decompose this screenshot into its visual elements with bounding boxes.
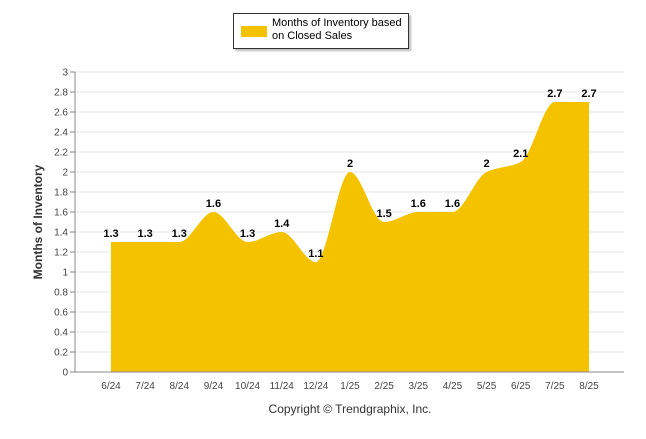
label-layer: 1.3 1.3 1.3 1.6 1.3 1.4 1.1 2 1.5 1.6 1.6 2 2.1 2.7 2.… (103, 88, 596, 260)
data-label: 2.7 (547, 88, 562, 100)
data-label: 1.3 (103, 228, 118, 240)
x-tick-label: 7/25 (545, 381, 565, 392)
y-tick-label: 1.8 (54, 188, 68, 199)
data-label: 1.3 (172, 228, 187, 240)
x-tick-label: 1/25 (340, 381, 360, 392)
data-label: 1.5 (376, 208, 391, 220)
y-tick-label: 0 (62, 368, 68, 379)
x-tick-label: 9/24 (204, 381, 224, 392)
y-tick-label: 0.6 (54, 308, 68, 319)
data-label: 2.7 (581, 88, 596, 100)
x-tick-label: 6/25 (511, 381, 531, 392)
x-tick-label: 12/24 (303, 381, 328, 392)
x-tick-label: 11/24 (270, 381, 295, 392)
x-tick-label: 5/25 (477, 381, 497, 392)
y-tick-label: 0.2 (54, 348, 68, 359)
data-label: 1.6 (411, 198, 426, 210)
y-tick-label: 0.4 (54, 328, 68, 339)
x-tick-label: 3/25 (409, 381, 429, 392)
data-label: 1.3 (240, 228, 255, 240)
x-tick-label: 4/25 (443, 381, 463, 392)
x-tick-label: 6/24 (101, 381, 121, 392)
y-tick-label: 2.2 (54, 148, 68, 159)
copyright-text: Copyright © Trendgraphix, Inc. (268, 402, 432, 416)
y-tick-label: 1.4 (54, 228, 68, 239)
area-series (111, 102, 589, 372)
y-tick-label: 2 (62, 168, 68, 179)
data-label: 2.1 (513, 148, 528, 160)
y-tick-label: 1.6 (54, 208, 68, 219)
data-label: 1.3 (137, 228, 152, 240)
y-tick-label: 3 (62, 68, 68, 79)
y-tick-label: 0.8 (54, 288, 68, 299)
y-tick-label: 1 (62, 268, 68, 279)
data-label: 1.1 (308, 248, 323, 260)
data-label: 2 (484, 158, 490, 170)
data-label: 1.6 (445, 198, 460, 210)
y-tick-label: 2.6 (54, 108, 68, 119)
data-label: 1.4 (274, 218, 290, 230)
x-tick-label: 2/25 (374, 381, 394, 392)
legend: Months of Inventory based on Closed Sale… (233, 13, 409, 49)
legend-label: Months of Inventory based on Closed Sale… (272, 17, 402, 42)
y-axis-title: Months of Inventory (31, 164, 45, 279)
data-label: 2 (347, 158, 353, 170)
x-tick-label: 10/24 (235, 381, 260, 392)
data-label: 1.6 (206, 198, 221, 210)
area-layer (111, 102, 589, 372)
x-tick-label: 8/25 (579, 381, 599, 392)
y-tick-label: 2.4 (54, 128, 68, 139)
axis-layer: 0 0.2 0.4 0.6 0.8 1 1.2 1.4 1.6 1.8 2 2.2 2.4 2.6 2.8 3… (31, 68, 624, 392)
x-tick-label: 7/24 (135, 381, 155, 392)
legend-swatch (241, 26, 267, 37)
x-tick-label: 8/24 (170, 381, 190, 392)
y-tick-label: 2.8 (54, 88, 68, 99)
y-tick-label: 1.2 (54, 248, 68, 259)
